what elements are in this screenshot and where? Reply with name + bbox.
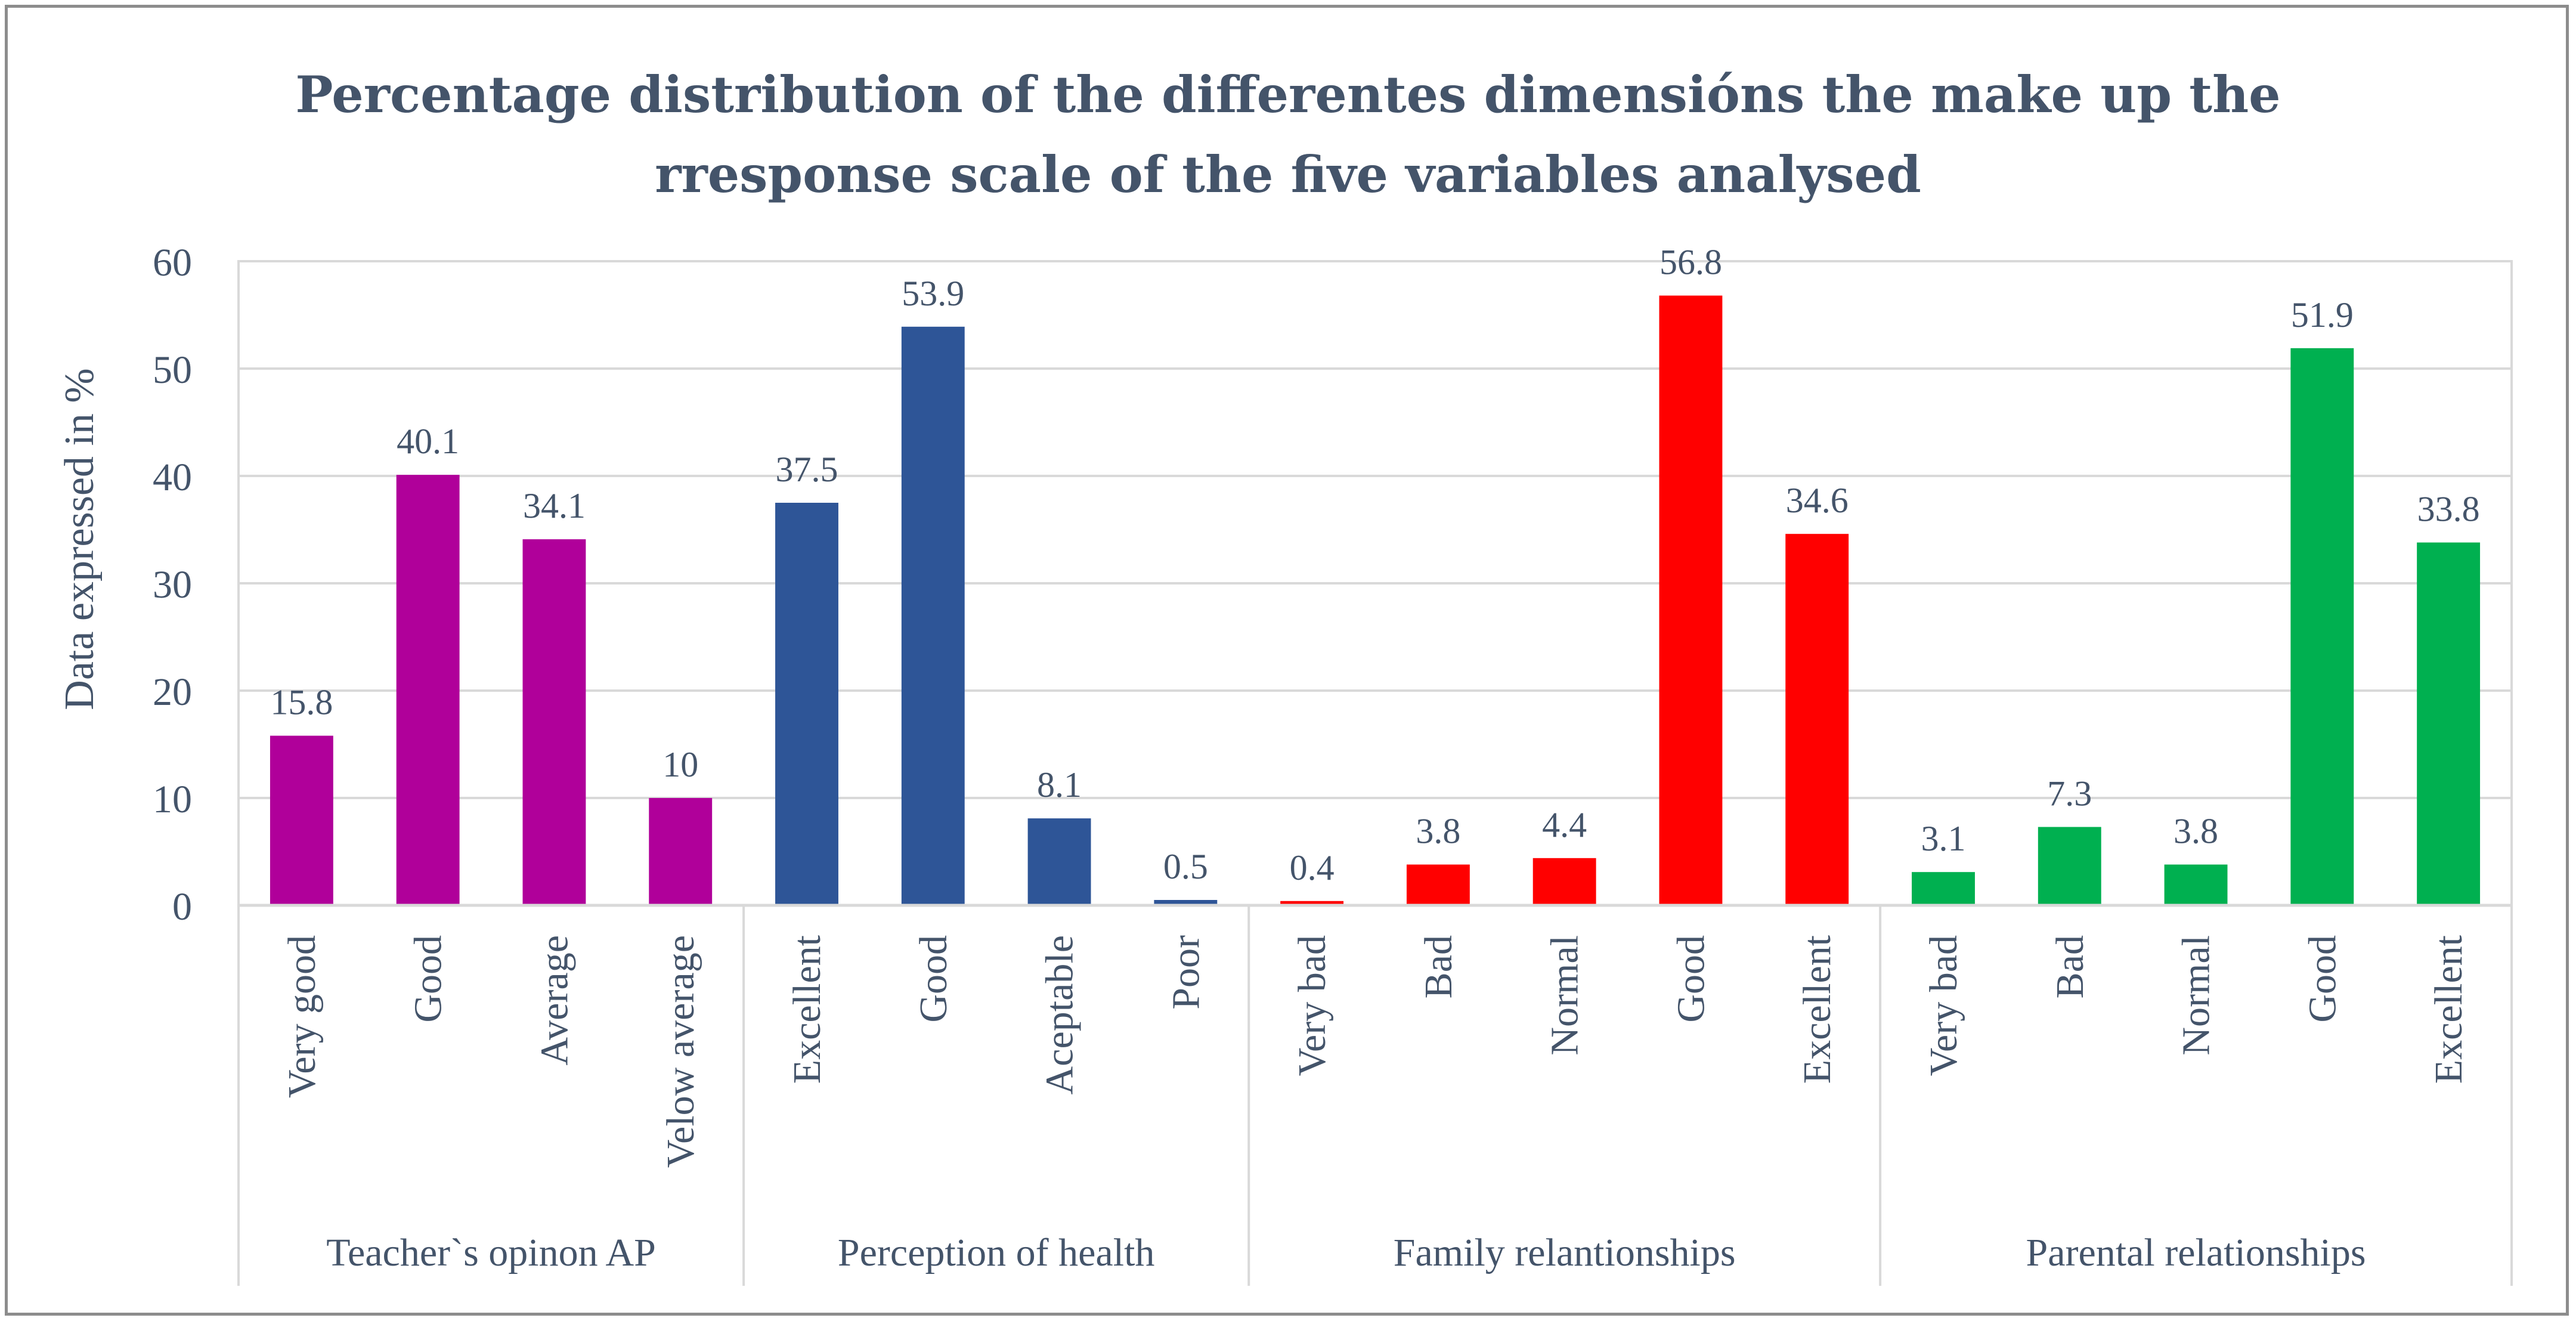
- bar-perception-of-health-excellent: [775, 503, 838, 905]
- bars: [270, 295, 2481, 906]
- y-tick-label: 50: [153, 348, 192, 392]
- category-label-perception-of-health-poor: Poor: [1164, 935, 1208, 1010]
- chart-title-line-2: rresponse scale of the five variables an…: [655, 145, 1921, 204]
- data-label-perception-of-health-excellent: 37.5: [776, 450, 838, 489]
- data-label-family-relantionships-bad: 3.8: [1416, 812, 1460, 851]
- category-label-parental-relationships-excellent: Excellent: [2427, 935, 2470, 1084]
- y-tick-label: 10: [153, 778, 192, 821]
- data-label-perception-of-health-good: 53.9: [902, 274, 964, 313]
- bar-parental-relationships-bad: [2038, 827, 2101, 905]
- bar-family-relantionships-excellent: [1785, 534, 1849, 905]
- chart-title-line-1: Percentage distribution of the different…: [295, 65, 2281, 124]
- group-label-teacher-s-opinon-ap: Teacher`s opinon AP: [326, 1231, 656, 1274]
- data-label-teacher-s-opinon-ap-very-good: 15.8: [270, 683, 333, 722]
- category-label-teacher-s-opinon-ap-very-good: Very good: [280, 935, 324, 1098]
- data-label-family-relantionships-normal: 4.4: [1542, 805, 1587, 844]
- bar-teacher-s-opinon-ap-average: [522, 539, 586, 905]
- bar-family-relantionships-good: [1659, 295, 1723, 906]
- data-label-teacher-s-opinon-ap-good: 40.1: [397, 422, 459, 461]
- data-label-teacher-s-opinon-ap-average: 34.1: [523, 486, 586, 525]
- bar-parental-relationships-normal: [2164, 864, 2228, 905]
- data-label-perception-of-health-poor: 0.5: [1163, 847, 1208, 886]
- data-label-parental-relationships-excellent: 33.8: [2417, 490, 2480, 529]
- y-axis-title: Data expressed in %: [57, 368, 103, 710]
- bar-family-relantionships-very-bad: [1280, 901, 1344, 905]
- category-label-family-relantionships-good: Good: [1669, 935, 1713, 1023]
- category-label-perception-of-health-good: Good: [912, 935, 955, 1023]
- data-label-parental-relationships-very-bad: 3.1: [1921, 819, 1966, 858]
- category-label-family-relantionships-normal: Normal: [1543, 935, 1587, 1056]
- group-label-parental-relationships: Parental relationships: [2026, 1231, 2366, 1274]
- category-label-teacher-s-opinon-ap-velow-average: Velow average: [659, 935, 702, 1168]
- y-tick-label: 60: [153, 241, 192, 284]
- category-label-teacher-s-opinon-ap-average: Average: [532, 935, 576, 1066]
- category-label-family-relantionships-excellent: Excellent: [1795, 935, 1839, 1084]
- data-labels: 15.8 40.1 34.1 10 37.5 53.9 8.1 0.5 0.4 3.8 4.4 56.…: [270, 243, 2479, 887]
- bar-teacher-s-opinon-ap-velow-average: [649, 798, 713, 905]
- bar-teacher-s-opinon-ap-good: [396, 475, 460, 905]
- data-label-family-relantionships-excellent: 34.6: [1786, 481, 1849, 520]
- bar-parental-relationships-good: [2290, 348, 2354, 905]
- category-label-perception-of-health-excellent: Excellent: [785, 935, 829, 1084]
- data-label-perception-of-health-aceptable: 8.1: [1037, 765, 1082, 805]
- y-tick-label: 30: [153, 563, 192, 607]
- data-label-parental-relationships-bad: 7.3: [2047, 774, 2092, 813]
- y-tick-label: 20: [153, 670, 192, 714]
- data-label-parental-relationships-good: 51.9: [2291, 295, 2354, 335]
- bar-teacher-s-opinon-ap-very-good: [270, 735, 333, 905]
- y-tick-label: 0: [172, 885, 192, 929]
- bar-perception-of-health-good: [901, 326, 965, 905]
- bar-family-relantionships-bad: [1406, 864, 1470, 905]
- category-label-parental-relationships-very-bad: Very bad: [1922, 935, 1965, 1076]
- category-label-perception-of-health-aceptable: Aceptable: [1038, 935, 1082, 1095]
- category-label-family-relantionships-very-bad: Very bad: [1290, 935, 1334, 1076]
- data-label-teacher-s-opinon-ap-velow-average: 10: [662, 745, 698, 784]
- bar-parental-relationships-excellent: [2417, 542, 2481, 905]
- bar-perception-of-health-aceptable: [1027, 818, 1091, 905]
- category-label-parental-relationships-normal: Normal: [2175, 935, 2218, 1056]
- chart-title: Percentage distribution of the different…: [0, 55, 2576, 215]
- category-label-parental-relationships-good: Good: [2301, 935, 2344, 1023]
- data-label-family-relantionships-very-bad: 0.4: [1290, 848, 1335, 887]
- bar-parental-relationships-very-bad: [1912, 872, 1975, 905]
- data-label-family-relantionships-good: 56.8: [1659, 243, 1722, 282]
- group-label-family-relantionships: Family relantionships: [1394, 1231, 1736, 1274]
- data-label-parental-relationships-normal: 3.8: [2174, 812, 2218, 851]
- axes: 0 10 20 30 40 50 60 Very good Good Average Velow a…: [153, 241, 2513, 1286]
- category-label-parental-relationships-bad: Bad: [2048, 935, 2092, 998]
- bar-perception-of-health-poor: [1154, 900, 1218, 905]
- category-label-family-relantionships-bad: Bad: [1417, 935, 1460, 998]
- y-tick-label: 40: [153, 456, 192, 499]
- group-label-perception-of-health: Perception of health: [838, 1231, 1154, 1274]
- category-label-teacher-s-opinon-ap-good: Good: [407, 935, 450, 1023]
- bar-family-relantionships-normal: [1532, 858, 1596, 905]
